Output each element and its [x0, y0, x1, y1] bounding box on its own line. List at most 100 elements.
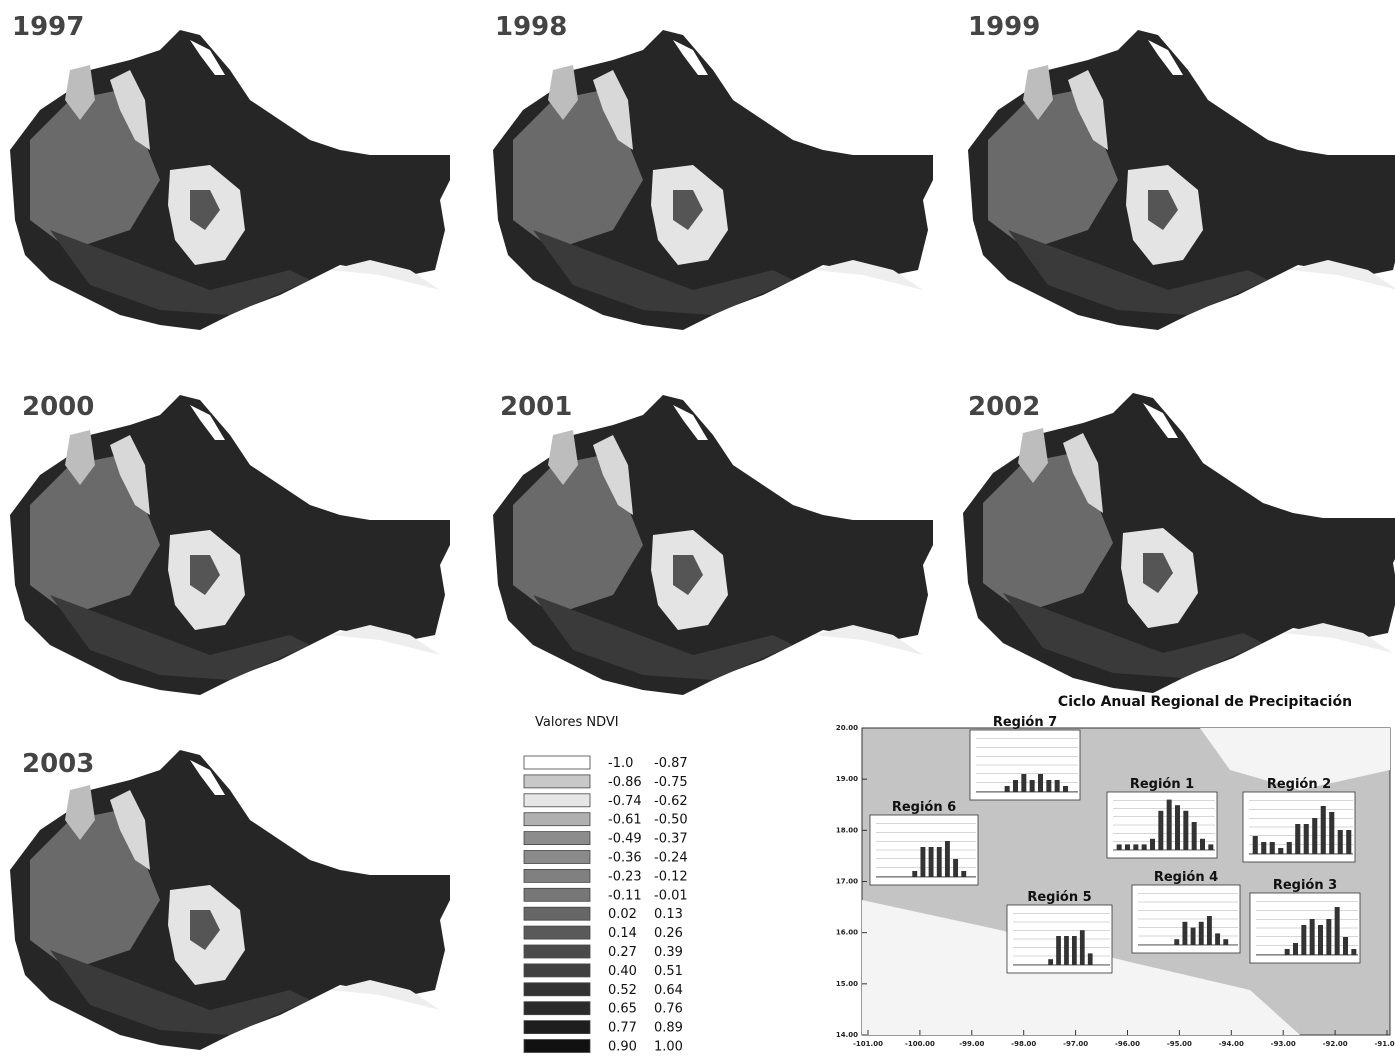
- legend-from: -0.61: [608, 813, 642, 828]
- legend-from: -0.49: [608, 832, 642, 847]
- legend-to: -0.24: [654, 851, 688, 866]
- legend-title: Valores NDVI: [535, 715, 619, 730]
- ndvi-map: [493, 30, 933, 330]
- legend-to: -0.01: [654, 888, 688, 903]
- year-label: 2000: [22, 392, 94, 422]
- region-label: Región 6: [892, 800, 956, 815]
- region-bar: [961, 871, 966, 877]
- region-bar: [1064, 936, 1069, 965]
- legend-to: -0.87: [654, 756, 688, 771]
- legend-to: 0.39: [654, 945, 683, 960]
- legend-from: -1.0: [608, 756, 633, 771]
- year-label: 2003: [22, 749, 94, 779]
- legend-from: 0.52: [608, 983, 637, 998]
- region-bar: [1142, 844, 1147, 850]
- region-bar: [1072, 936, 1077, 965]
- legend-to: 0.89: [654, 1021, 683, 1036]
- legend-to: -0.12: [654, 869, 688, 884]
- year-label: 1999: [968, 12, 1040, 42]
- region-label: Región 4: [1154, 870, 1218, 885]
- region-bar: [1318, 925, 1323, 955]
- region-bar: [1326, 919, 1331, 955]
- region-bar: [1346, 830, 1351, 854]
- region-bar: [1351, 949, 1356, 955]
- region-bar: [1125, 844, 1130, 850]
- region-bar: [1253, 836, 1258, 854]
- region-bar: [1167, 800, 1172, 850]
- legend-from: -0.86: [608, 775, 642, 790]
- region-label: Región 2: [1267, 777, 1331, 792]
- ndvi-map: [10, 30, 450, 330]
- year-label: 1998: [495, 12, 567, 42]
- legend-swatch: [524, 926, 590, 939]
- legend-swatch: [524, 964, 590, 977]
- region-bar: [1192, 822, 1197, 850]
- legend-from: -0.11: [608, 888, 642, 903]
- x-tick-label: -99.00: [959, 1040, 984, 1048]
- legend-swatch: [524, 1021, 590, 1034]
- legend-swatch: [524, 1002, 590, 1015]
- legend-swatch: [524, 1040, 590, 1053]
- region-bar: [1021, 774, 1026, 792]
- legend-from: 0.90: [608, 1040, 637, 1055]
- legend-swatch: [524, 945, 590, 958]
- region-bar: [1295, 824, 1300, 854]
- legend-to: 1.00: [654, 1040, 683, 1055]
- region-bar: [1285, 949, 1290, 955]
- legend-to: -0.50: [654, 813, 688, 828]
- x-tick-label: -96.00: [1115, 1040, 1140, 1048]
- region-bar: [1301, 925, 1306, 955]
- ndvi-map: [963, 393, 1395, 693]
- region-bar: [1310, 919, 1315, 955]
- region-bar: [1278, 848, 1283, 854]
- year-label: 2002: [968, 392, 1040, 422]
- legend-swatch: [524, 869, 590, 882]
- legend-to: 0.51: [654, 964, 683, 979]
- region-bar: [1030, 780, 1035, 792]
- year-label: 2001: [500, 392, 572, 422]
- region-bar: [1088, 953, 1093, 965]
- region-bar: [1335, 907, 1340, 955]
- region-bar: [912, 871, 917, 877]
- region-bar: [929, 847, 934, 877]
- legend-to: 0.26: [654, 926, 683, 941]
- region-bar: [1343, 937, 1348, 955]
- legend-from: 0.65: [608, 1002, 637, 1017]
- region-bar: [920, 847, 925, 877]
- legend-swatch: [524, 888, 590, 901]
- region-bar: [1199, 922, 1204, 945]
- legend-to: -0.62: [654, 794, 688, 809]
- legend-from: 0.40: [608, 964, 637, 979]
- region-bar: [1174, 939, 1179, 945]
- region-bar: [1158, 811, 1163, 850]
- region-bar: [1208, 844, 1213, 850]
- region-bar: [1175, 805, 1180, 850]
- legend-to: 0.64: [654, 983, 683, 998]
- legend-from: -0.36: [608, 851, 642, 866]
- region-bar: [1191, 928, 1196, 945]
- legend-swatch: [524, 851, 590, 864]
- x-tick-label: -100.00: [905, 1040, 935, 1048]
- legend-from: 0.27: [608, 945, 637, 960]
- legend-swatch: [524, 756, 590, 769]
- ndvi-map: [493, 395, 933, 695]
- region-bar: [1207, 916, 1212, 945]
- y-tick-label: 16.00: [836, 929, 858, 937]
- legend-to: -0.75: [654, 775, 688, 790]
- legend-from: 0.77: [608, 1021, 637, 1036]
- region-bar: [1329, 812, 1334, 854]
- ndvi-map: [10, 750, 450, 1050]
- legend-to: 0.76: [654, 1002, 683, 1017]
- region-bar: [1013, 780, 1018, 792]
- inset-title: Ciclo Anual Regional de Precipitación: [1058, 694, 1352, 710]
- region-label: Región 1: [1130, 777, 1194, 792]
- region-bar: [1063, 786, 1068, 792]
- legend-to: 0.13: [654, 907, 683, 922]
- legend-swatch: [524, 794, 590, 807]
- legend-from: 0.02: [608, 907, 637, 922]
- legend-swatch: [524, 983, 590, 996]
- region-bar: [1223, 939, 1228, 945]
- region-bar: [1055, 780, 1060, 792]
- region-bar: [1200, 839, 1205, 850]
- region-bar: [945, 841, 950, 877]
